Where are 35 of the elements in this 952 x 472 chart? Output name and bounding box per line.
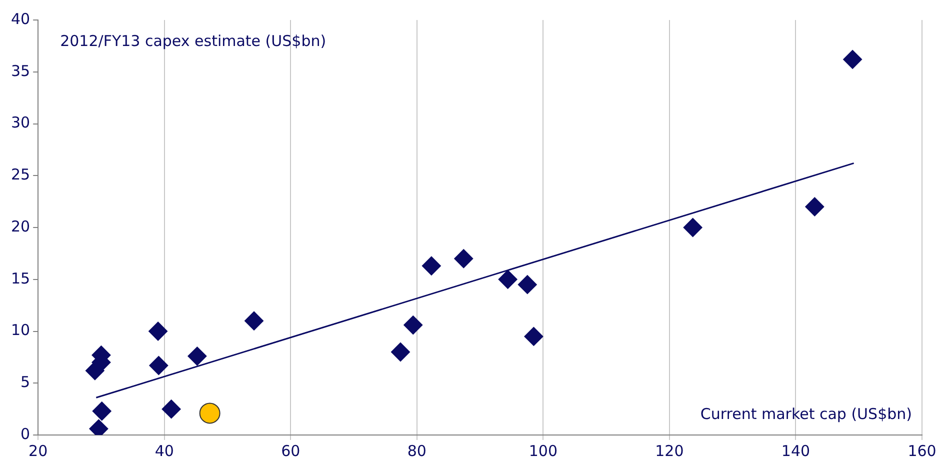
point xyxy=(188,346,207,366)
y-tick-label: 5 xyxy=(20,373,30,392)
point xyxy=(683,218,702,237)
point xyxy=(454,249,474,268)
point xyxy=(162,400,181,419)
point xyxy=(199,402,220,424)
y-tick-label: 10 xyxy=(10,321,30,340)
y-tick-label: 25 xyxy=(10,166,30,184)
point xyxy=(524,326,544,346)
x-axis-title: Current market cap (US$bn) xyxy=(700,405,912,423)
y-axis-title: 2012/FY13 capex estimate (US$bn) xyxy=(60,32,326,50)
point xyxy=(148,322,168,341)
point xyxy=(422,256,441,276)
point xyxy=(404,316,423,335)
x-tick-label: 160 xyxy=(908,442,936,460)
x-tick-label: 120 xyxy=(655,442,684,460)
point xyxy=(843,50,862,69)
x-tick-label: 60 xyxy=(281,442,300,460)
point xyxy=(92,402,112,421)
y-tick-label: 20 xyxy=(10,217,30,236)
point xyxy=(244,311,264,330)
point xyxy=(805,197,824,216)
x-tick-label: 40 xyxy=(154,442,174,460)
y-tick-label: 30 xyxy=(10,114,30,132)
point xyxy=(390,342,410,362)
x-tick-label: 100 xyxy=(528,442,558,460)
y-tick-label: 15 xyxy=(10,269,30,288)
y-tick-label: 40 xyxy=(10,10,30,28)
point xyxy=(518,275,537,294)
x-tick-label: 80 xyxy=(407,442,426,460)
point xyxy=(149,356,168,375)
x-tick-label: 140 xyxy=(781,442,810,460)
point xyxy=(498,270,518,289)
y-tick-label: 0 xyxy=(20,424,30,443)
y-tick-label: 35 xyxy=(10,62,30,80)
